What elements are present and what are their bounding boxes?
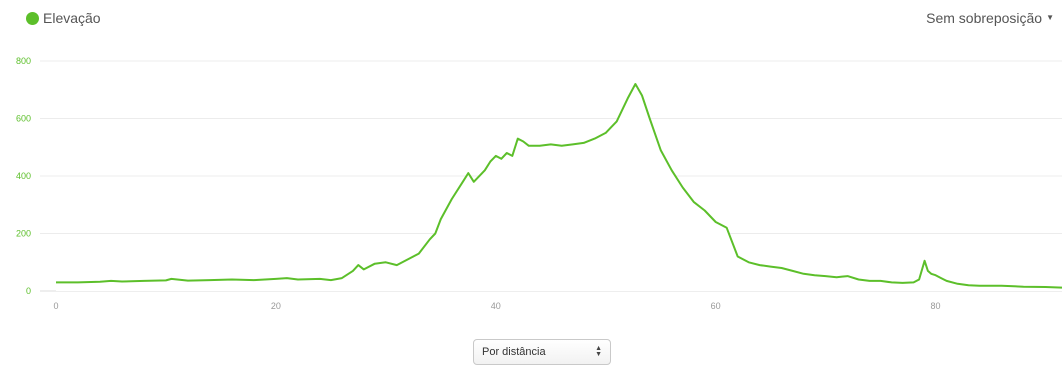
elevation-line — [56, 83, 1062, 289]
y-tick-label: 800 — [16, 56, 31, 66]
legend-dot-icon — [26, 11, 39, 25]
caret-down-icon: ▼ — [1046, 13, 1054, 22]
y-tick-label: 200 — [16, 229, 31, 239]
up-down-arrows-icon: ▲ ▼ — [595, 345, 602, 358]
x-tick-label: 60 — [711, 301, 721, 311]
y-tick-label: 400 — [16, 171, 31, 181]
x-tick-label: 40 — [491, 301, 501, 311]
legend-item-elevation[interactable]: Elevação — [26, 10, 101, 26]
y-axis-ticks: 0 200 400 600 800 — [16, 56, 31, 296]
x-tick-label: 20 — [271, 301, 281, 311]
overlay-dropdown[interactable]: Sem sobreposição ▼ — [926, 10, 1054, 26]
legend-label: Elevação — [43, 10, 101, 26]
x-mode-select-label: Por distância — [482, 346, 546, 358]
y-tick-label: 600 — [16, 114, 31, 124]
x-tick-label: 0 — [53, 301, 58, 311]
x-tick-label: 80 — [931, 301, 941, 311]
elevation-chart: 0 200 400 600 800 0 20 40 60 80 — [16, 56, 1062, 311]
overlay-dropdown-label: Sem sobreposição — [926, 10, 1043, 26]
elevation-area — [56, 84, 1062, 291]
x-mode-select[interactable]: Por distância ▲ ▼ — [473, 339, 611, 365]
y-tick-label: 0 — [26, 286, 31, 296]
x-axis-ticks: 0 20 40 60 80 — [53, 301, 940, 311]
